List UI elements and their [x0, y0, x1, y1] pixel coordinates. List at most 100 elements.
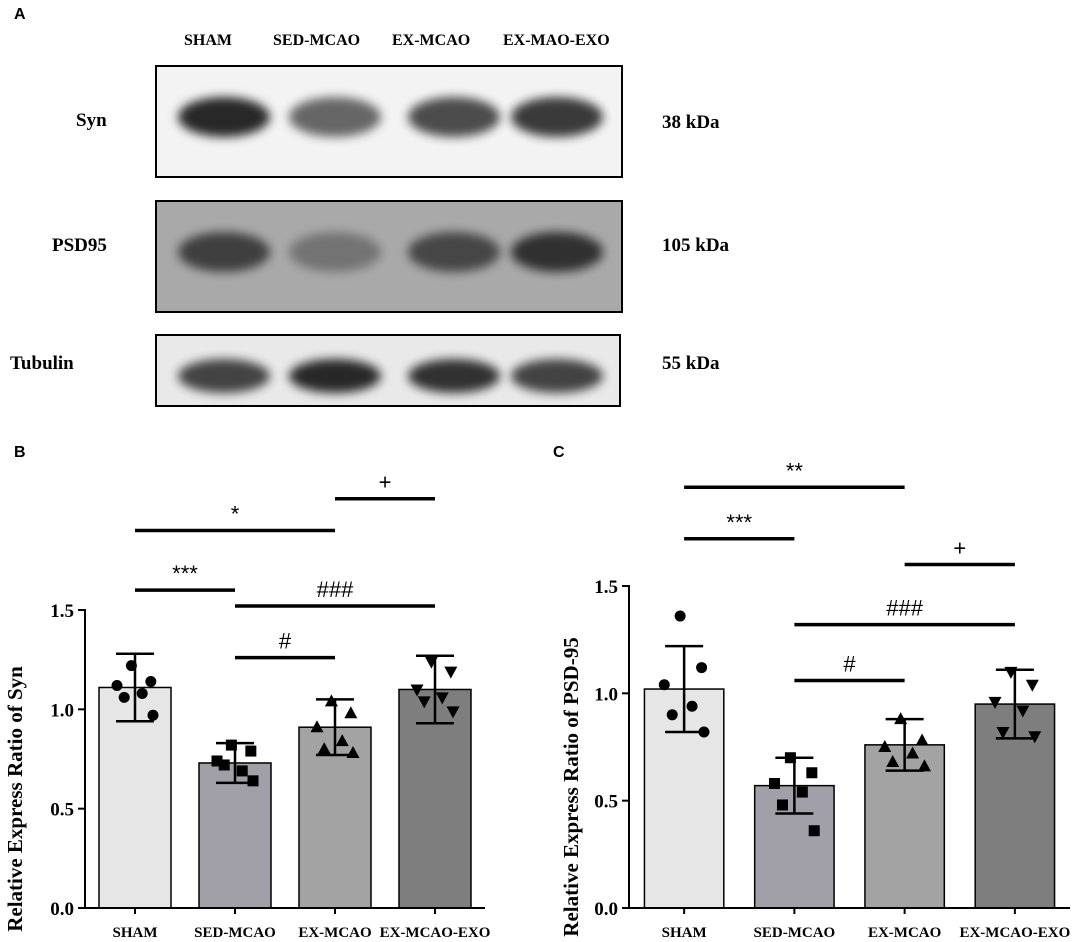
- blot-band: [511, 359, 603, 393]
- significance-label: *: [231, 502, 240, 527]
- y-axis-label: Relative Express Ratio of Syn: [3, 666, 27, 932]
- panel-label-b: B: [14, 444, 26, 461]
- data-point: [435, 692, 449, 705]
- blot-row-label: PSD95: [52, 235, 107, 256]
- significance-label: #: [843, 651, 856, 676]
- data-point: [776, 799, 788, 811]
- y-tick-label: 0.0: [50, 899, 74, 920]
- data-point: [247, 775, 259, 787]
- data-point: [769, 777, 781, 789]
- data-point: [324, 694, 338, 707]
- data-point: [424, 656, 438, 669]
- data-point: [211, 755, 223, 767]
- x-tick-label: SHAM: [113, 925, 158, 941]
- lane-label: EX-MCAO: [392, 32, 471, 49]
- data-point: [996, 726, 1010, 739]
- data-point: [125, 660, 137, 672]
- lane-label: SHAM: [184, 32, 232, 49]
- data-point: [236, 765, 248, 777]
- y-tick-label: 0.5: [50, 800, 74, 821]
- y-tick-label: 1.0: [594, 684, 618, 705]
- lane-label: EX-MAO-EXO: [503, 32, 610, 49]
- data-point: [784, 752, 796, 764]
- x-tick-label: EX-MCAO: [298, 925, 371, 941]
- y-tick-label: 1.0: [50, 700, 74, 721]
- chart-psd95: 0.0 0.5 1.0 1.5 SHAM SED-MCAO EX-MCAO EX-MCAO-E…: [559, 458, 1070, 941]
- data-point: [118, 691, 130, 703]
- data-point: [335, 734, 349, 747]
- blot-strip-syn: [155, 65, 623, 178]
- data-point: [1028, 731, 1042, 744]
- data-point: [225, 739, 237, 751]
- data-point: [917, 759, 931, 772]
- data-point: [658, 679, 670, 691]
- data-point: [906, 746, 920, 759]
- blot-band: [289, 359, 381, 393]
- data-point: [988, 696, 1002, 709]
- data-point: [1025, 679, 1039, 692]
- y-tick-label: 0.0: [594, 899, 618, 920]
- x-tick-label: EX-MCAO: [868, 925, 941, 941]
- bar: [398, 688, 472, 909]
- data-point: [245, 745, 257, 757]
- x-tick-label: EX-MCAO-EXO: [959, 925, 1070, 941]
- data-point: [310, 720, 324, 733]
- y-axis-label: Relative Express Ratio of PSD-95: [559, 637, 583, 936]
- significance-label: +: [379, 470, 392, 495]
- y-tick-label: 0.5: [594, 792, 618, 813]
- significance-label: +: [953, 536, 966, 561]
- data-point: [344, 706, 358, 719]
- blot-band: [408, 232, 500, 272]
- significance-label: #: [279, 629, 292, 654]
- blot-row-label: Tubulin: [10, 353, 74, 374]
- blot-band: [408, 359, 500, 393]
- blot-strip-tubulin: [155, 334, 621, 407]
- data-point: [1016, 705, 1030, 718]
- molecular-weight-label: 55 kDa: [662, 353, 720, 374]
- data-point: [417, 696, 431, 709]
- data-point: [796, 786, 808, 798]
- bar: [98, 686, 172, 909]
- data-point: [444, 666, 458, 679]
- panel-label-a: A: [14, 6, 26, 23]
- significance-label: ***: [726, 510, 752, 535]
- data-point: [886, 755, 900, 768]
- x-tick-label: SED-MCAO: [194, 925, 276, 941]
- lane-label: SED-MCAO: [273, 32, 361, 49]
- blot-band: [178, 359, 270, 393]
- data-point: [894, 712, 908, 725]
- blot-band: [511, 232, 603, 272]
- blot-band: [289, 232, 381, 272]
- data-point: [346, 746, 360, 759]
- x-tick-label: SED-MCAO: [754, 925, 836, 941]
- panel-label-c: C: [553, 444, 565, 461]
- data-point: [145, 676, 157, 688]
- data-point: [147, 709, 159, 721]
- y-tick-label: 1.5: [50, 601, 74, 622]
- data-point: [111, 679, 123, 691]
- data-point: [696, 662, 708, 674]
- blot-band: [289, 97, 381, 137]
- data-point: [674, 610, 686, 622]
- data-point: [446, 706, 460, 719]
- significance-label: **: [786, 458, 804, 483]
- x-tick-label: EX-MCAO-EXO: [380, 925, 491, 941]
- data-point: [1004, 666, 1018, 679]
- bar: [198, 762, 272, 909]
- data-point: [878, 740, 892, 752]
- bar: [864, 744, 946, 909]
- data-point: [136, 687, 148, 699]
- chart-syn: 0.0 0.5 1.0 1.5 SHAM SED-MCAO EX-MCAO EX-MCAO-E…: [3, 470, 491, 941]
- blot-band: [408, 97, 500, 137]
- data-point: [686, 700, 698, 712]
- y-tick-label: 1.5: [594, 577, 618, 598]
- data-point: [218, 759, 230, 771]
- data-point: [410, 684, 424, 697]
- x-tick-label: SHAM: [662, 925, 707, 941]
- data-point: [808, 825, 820, 837]
- blot-strip-psd95: [155, 200, 623, 313]
- data-point: [666, 709, 678, 721]
- blot-band: [178, 97, 270, 137]
- significance-label: ###: [317, 577, 354, 602]
- data-point: [806, 767, 818, 779]
